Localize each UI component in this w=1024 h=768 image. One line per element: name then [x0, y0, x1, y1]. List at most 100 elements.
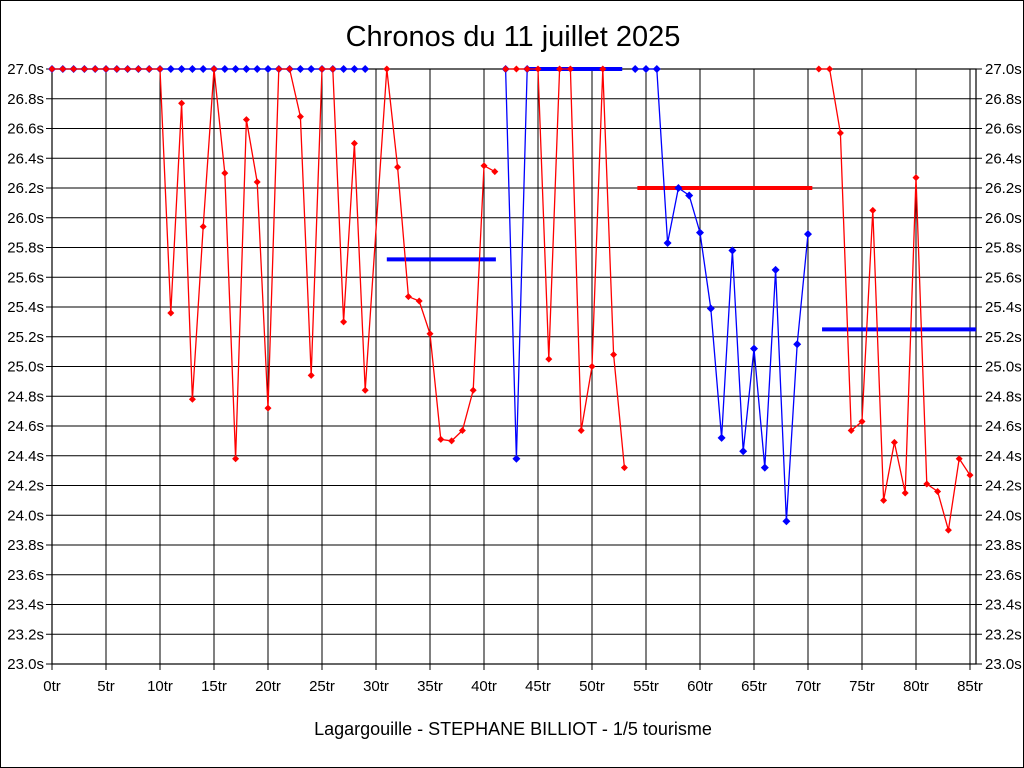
lap-point [674, 184, 683, 192]
svg-text:23.0s: 23.0s [985, 656, 1022, 673]
lap-point [944, 526, 952, 534]
lap-point [934, 487, 942, 495]
x-axis-labels: 0tr 5tr 10tr 15tr 20tr 25tr 30tr 35tr 40tr 45tr 50… [43, 678, 983, 695]
lap-point [242, 65, 251, 73]
lap-point [361, 386, 369, 394]
svg-text:20tr: 20tr [255, 678, 281, 695]
lap-point [264, 65, 272, 73]
svg-text:26.0s: 26.0s [7, 210, 44, 227]
lap-point [394, 163, 402, 171]
lap-point [610, 351, 618, 359]
svg-text:24.2s: 24.2s [985, 478, 1022, 495]
lap-point [523, 65, 531, 73]
svg-text:5tr: 5tr [97, 678, 115, 695]
lap-point [307, 371, 315, 379]
lap-point [642, 65, 650, 73]
series-red-run-3-line [818, 68, 971, 531]
lap-point [296, 65, 305, 73]
svg-text:25tr: 25tr [309, 678, 335, 695]
svg-text:15tr: 15tr [201, 678, 227, 695]
lap-point [588, 363, 596, 370]
svg-text:10tr: 10tr [147, 678, 173, 695]
lap-point [113, 65, 121, 73]
lap-point [696, 228, 704, 237]
svg-text:23.2s: 23.2s [985, 626, 1022, 643]
lap-point [631, 65, 640, 73]
svg-text:30tr: 30tr [363, 678, 389, 695]
lap-point [760, 463, 769, 472]
svg-text:24.2s: 24.2s [7, 478, 44, 495]
y-axis-labels-left: 27.0s 26.8s 26.6s 26.4s 26.2s 26.0s 25.8s 25.6s… [7, 61, 44, 673]
series-blue-run-2-line [504, 68, 528, 459]
svg-text:24.6s: 24.6s [985, 418, 1022, 435]
lap-point [923, 480, 931, 488]
svg-text:24.8s: 24.8s [7, 388, 44, 405]
series-red-run-1 [48, 65, 499, 463]
lap-point [253, 178, 261, 186]
series-blue-run-3-markers [631, 65, 812, 526]
lap-point [815, 65, 823, 73]
lap-point [480, 162, 488, 170]
svg-text:25.0s: 25.0s [7, 359, 44, 376]
lap-point [826, 65, 834, 73]
series-blue-run-1-markers [48, 65, 370, 73]
svg-text:24.8s: 24.8s [985, 388, 1022, 405]
svg-text:25.8s: 25.8s [985, 240, 1022, 257]
lap-point [286, 65, 294, 73]
lap-point [577, 426, 585, 434]
lap-point [242, 116, 250, 124]
svg-text:23.0s: 23.0s [7, 656, 44, 673]
svg-text:24.0s: 24.0s [985, 507, 1022, 524]
lap-point [545, 355, 553, 363]
y-axis-ticks-right [976, 68, 982, 665]
series-red-run-1-markers [48, 65, 499, 463]
svg-text:26.2s: 26.2s [7, 180, 44, 197]
lap-point [793, 340, 802, 349]
svg-text:25.4s: 25.4s [985, 299, 1022, 316]
series-red-run-1-line [52, 68, 496, 459]
x-axis-ticks [51, 664, 971, 670]
chart-title: Chronos du 11 juillet 2025 [345, 21, 681, 53]
lap-point [383, 65, 391, 73]
svg-text:26.8s: 26.8s [7, 91, 44, 108]
lap-point [890, 438, 898, 446]
series-blue-run-2-markers [501, 65, 532, 463]
series-blue-run-1 [48, 65, 370, 73]
lap-point [663, 239, 672, 248]
lap-point [350, 139, 358, 147]
lap-point [966, 471, 974, 479]
lap-point [91, 65, 99, 73]
lap-point [339, 65, 348, 73]
svg-text:70tr: 70tr [795, 678, 821, 695]
lap-point [167, 309, 175, 317]
lap-point [685, 191, 694, 200]
lap-point [80, 65, 88, 73]
lap-point [124, 65, 132, 73]
lap-point [426, 330, 434, 338]
lap-point [566, 65, 574, 73]
lap-point [199, 65, 208, 73]
svg-text:26.8s: 26.8s [985, 91, 1022, 108]
lap-point [728, 246, 737, 255]
driver-session-label: Lagargouille - STEPHANE BILLIOT - 1/5 to… [314, 719, 712, 739]
series-red-run-3-markers [815, 65, 974, 534]
series-blue-run-3-line [635, 68, 809, 522]
svg-text:35tr: 35tr [417, 678, 443, 695]
lap-point [502, 65, 510, 73]
svg-text:24.4s: 24.4s [985, 448, 1022, 465]
svg-text:23.8s: 23.8s [985, 537, 1022, 554]
svg-text:23.6s: 23.6s [985, 567, 1022, 584]
lap-point [404, 293, 412, 301]
lap-point [70, 65, 78, 73]
lap-point [415, 297, 423, 305]
svg-text:85tr: 85tr [957, 678, 983, 695]
lap-point [210, 65, 218, 73]
lap-point [437, 435, 445, 443]
lap-point [836, 129, 844, 137]
lap-point [145, 65, 153, 73]
lap-point [361, 65, 370, 73]
lap-point [706, 304, 715, 313]
lap-point [231, 65, 240, 73]
